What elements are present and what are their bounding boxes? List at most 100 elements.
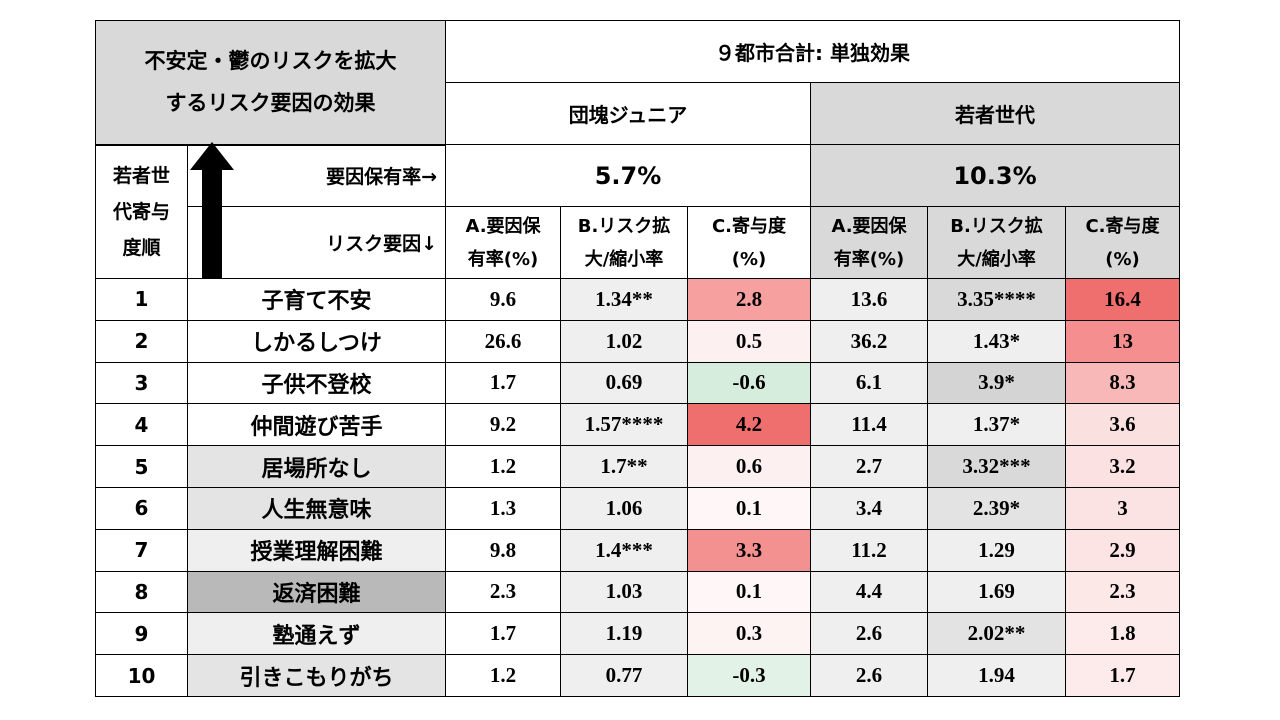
value-cell-a-dankai: 1.7 bbox=[445, 361, 561, 405]
value-cell-a-youth: 2.7 bbox=[810, 445, 928, 488]
value-cell-a-dankai: 2.3 bbox=[445, 570, 561, 614]
table-row: 9 塾通えず 1.7 1.19 0.3 2.6 2.02** 1.8 bbox=[95, 612, 1180, 656]
value-cell-b-youth: 2.39* bbox=[927, 486, 1066, 530]
factor-cell: 子供不登校 bbox=[187, 361, 446, 405]
corner-title-line2: するリスク要因の効果 bbox=[165, 91, 376, 116]
corner-title-line1: 不安定・鬱のリスクを拡大 bbox=[144, 49, 397, 74]
group-header-youth: 若者世代 bbox=[810, 82, 1180, 145]
table-row: 8 返済困難 2.3 1.03 0.1 4.4 1.69 2.3 bbox=[95, 570, 1180, 614]
value-cell-a-dankai: 1.2 bbox=[445, 654, 561, 697]
value-cell-a-youth: 3.4 bbox=[810, 486, 928, 530]
factor-cell: 授業理解困難 bbox=[187, 528, 446, 572]
factor-label-cell: リスク要因↓ bbox=[187, 206, 446, 279]
value-cell-c-dankai: 0.5 bbox=[687, 319, 811, 363]
value-cell-a-dankai: 1.2 bbox=[445, 445, 561, 488]
value-cell-b-dankai: 0.77 bbox=[560, 654, 688, 697]
value-cell-a-dankai: 1.7 bbox=[445, 612, 561, 656]
prevalence-label-cell: 要因保有率→ bbox=[187, 144, 446, 207]
value-cell-c-dankai: 3.3 bbox=[687, 528, 811, 572]
table-row: 4 仲間遊び苦手 9.2 1.57**** 4.2 11.4 1.37* 3.6 bbox=[95, 403, 1180, 447]
subheader-c-dankai: C.寄与度 (%) bbox=[687, 206, 811, 279]
value-cell-b-dankai: 1.7** bbox=[560, 445, 688, 488]
rank-header-line1: 若者世 bbox=[112, 164, 170, 187]
value-cell-b-dankai: 1.57**** bbox=[560, 403, 688, 447]
value-cell-a-youth: 2.6 bbox=[810, 654, 928, 697]
rank-header: 若者世 代寄与 度順 bbox=[95, 144, 188, 279]
subheader-b-youth: B.リスク拡 大/縮小率 bbox=[927, 206, 1066, 279]
rank-cell: 9 bbox=[95, 612, 188, 656]
value-cell-b-dankai: 1.03 bbox=[560, 570, 688, 614]
value-cell-a-youth: 11.4 bbox=[810, 403, 928, 447]
value-cell-c-youth: 2.9 bbox=[1065, 528, 1180, 572]
prevalence-youth: 10.3% bbox=[810, 144, 1180, 207]
value-cell-c-dankai: 0.6 bbox=[687, 445, 811, 488]
prevalence-label: 要因保有率→ bbox=[326, 166, 437, 189]
prevalence-dankai: 5.7% bbox=[445, 144, 811, 207]
factor-cell: しかるしつけ bbox=[187, 319, 446, 363]
table-row: 5 居場所なし 1.2 1.7** 0.6 2.7 3.32*** 3.2 bbox=[95, 445, 1180, 488]
value-cell-b-dankai: 1.4*** bbox=[560, 528, 688, 572]
value-cell-c-dankai: 2.8 bbox=[687, 278, 811, 321]
value-cell-c-youth: 3 bbox=[1065, 486, 1180, 530]
rank-cell: 4 bbox=[95, 403, 188, 447]
up-arrow-icon bbox=[190, 142, 234, 278]
value-cell-b-youth: 1.29 bbox=[927, 528, 1066, 572]
value-cell-c-dankai: 0.1 bbox=[687, 486, 811, 530]
value-cell-c-youth: 3.6 bbox=[1065, 403, 1180, 447]
risk-factor-table: 不安定・鬱のリスクを拡大 するリスク要因の効果 ９都市合計: 単独効果 団塊ジュ… bbox=[95, 20, 1180, 697]
data-rows: 1 子育て不安 9.6 1.34** 2.8 13.6 3.35**** 16.4 2 しかるしつ… bbox=[95, 278, 1180, 697]
table-row: 2 しかるしつけ 26.6 1.02 0.5 36.2 1.43* 13 bbox=[95, 319, 1180, 363]
factor-cell: 引きこもりがち bbox=[187, 654, 446, 697]
subheader-a-dankai: A.要因保 有率(%) bbox=[445, 206, 561, 279]
subheader-a-youth: A.要因保 有率(%) bbox=[810, 206, 928, 279]
table-row: 10 引きこもりがち 1.2 0.77 -0.3 2.6 1.94 1.7 bbox=[95, 654, 1180, 697]
value-cell-b-dankai: 1.06 bbox=[560, 486, 688, 530]
rank-cell: 3 bbox=[95, 361, 188, 405]
factor-cell: 仲間遊び苦手 bbox=[187, 403, 446, 447]
value-cell-b-dankai: 1.02 bbox=[560, 319, 688, 363]
value-cell-c-youth: 16.4 bbox=[1065, 278, 1180, 321]
table-row: 7 授業理解困難 9.8 1.4*** 3.3 11.2 1.29 2.9 bbox=[95, 528, 1180, 572]
rank-cell: 7 bbox=[95, 528, 188, 572]
value-cell-c-youth: 1.8 bbox=[1065, 612, 1180, 656]
value-cell-c-youth: 1.7 bbox=[1065, 654, 1180, 697]
value-cell-b-youth: 3.9* bbox=[927, 361, 1066, 405]
rank-header-line2: 代寄与 bbox=[112, 200, 170, 223]
table-row: 6 人生無意味 1.3 1.06 0.1 3.4 2.39* 3 bbox=[95, 486, 1180, 530]
rank-cell: 10 bbox=[95, 654, 188, 697]
top-header: ９都市合計: 単独効果 bbox=[445, 20, 1180, 83]
value-cell-b-youth: 2.02** bbox=[927, 612, 1066, 656]
factor-cell: 塾通えず bbox=[187, 612, 446, 656]
factor-label: リスク要因↓ bbox=[326, 233, 437, 255]
table-row: 1 子育て不安 9.6 1.34** 2.8 13.6 3.35**** 16.4 bbox=[95, 278, 1180, 321]
rank-header-line3: 度順 bbox=[122, 236, 161, 259]
value-cell-b-youth: 1.94 bbox=[927, 654, 1066, 697]
value-cell-a-youth: 2.6 bbox=[810, 612, 928, 656]
value-cell-c-youth: 2.3 bbox=[1065, 570, 1180, 614]
value-cell-c-dankai: -0.3 bbox=[687, 654, 811, 697]
rank-cell: 6 bbox=[95, 486, 188, 530]
value-cell-a-youth: 6.1 bbox=[810, 361, 928, 405]
value-cell-a-dankai: 9.6 bbox=[445, 278, 561, 321]
subheader-c-youth: C.寄与度 (%) bbox=[1065, 206, 1180, 279]
rank-cell: 1 bbox=[95, 278, 188, 321]
value-cell-c-youth: 3.2 bbox=[1065, 445, 1180, 488]
table-row: 3 子供不登校 1.7 0.69 -0.6 6.1 3.9* 8.3 bbox=[95, 361, 1180, 405]
value-cell-c-youth: 8.3 bbox=[1065, 361, 1180, 405]
value-cell-b-youth: 1.43* bbox=[927, 319, 1066, 363]
value-cell-b-dankai: 0.69 bbox=[560, 361, 688, 405]
value-cell-a-youth: 36.2 bbox=[810, 319, 928, 363]
factor-cell: 返済困難 bbox=[187, 570, 446, 614]
value-cell-b-dankai: 1.19 bbox=[560, 612, 688, 656]
value-cell-c-dankai: 4.2 bbox=[687, 403, 811, 447]
value-cell-c-dankai: 0.1 bbox=[687, 570, 811, 614]
value-cell-a-dankai: 1.3 bbox=[445, 486, 561, 530]
rank-cell: 2 bbox=[95, 319, 188, 363]
value-cell-b-youth: 3.32*** bbox=[927, 445, 1066, 488]
group-header-dankai: 団塊ジュニア bbox=[445, 82, 811, 145]
value-cell-b-youth: 3.35**** bbox=[927, 278, 1066, 321]
value-cell-b-youth: 1.37* bbox=[927, 403, 1066, 447]
value-cell-a-dankai: 9.8 bbox=[445, 528, 561, 572]
factor-cell: 子育て不安 bbox=[187, 278, 446, 321]
value-cell-b-youth: 1.69 bbox=[927, 570, 1066, 614]
